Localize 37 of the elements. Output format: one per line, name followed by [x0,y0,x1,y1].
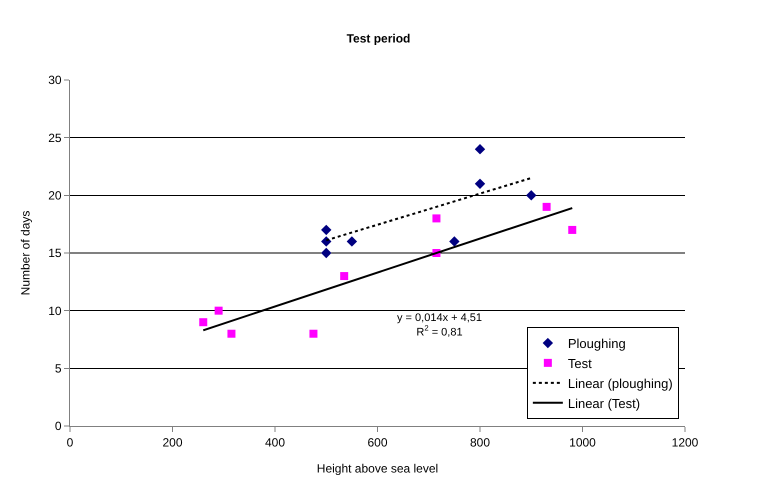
point [214,306,223,315]
x-tick-label: 0 [66,435,74,450]
point [340,272,348,280]
y-axis-title: Number of days [18,210,33,296]
y-tick-label: 10 [48,304,62,318]
x-tick-label: 400 [264,435,286,450]
x-tick-label: 1200 [672,435,699,450]
y-tick-label: 25 [48,130,62,145]
x-tick-label: 600 [367,435,388,450]
point [432,214,440,222]
point [321,248,332,258]
x-axis-title: Height above sea level [316,461,438,476]
y-tick-label: 30 [48,73,62,88]
x-tick-label: 800 [470,435,490,450]
point [526,190,536,201]
annotation: y = 0,014x + 4,51 R$^{2}$ = 0,81 [397,312,482,338]
y-tick-label: 15 [48,246,62,260]
y-tick-label: 20 [48,188,62,203]
y-tick-label: 0 [54,419,62,434]
legend-label: Ploughing [568,336,626,352]
point [321,224,332,236]
point [474,144,486,154]
point [542,202,551,211]
x-tick-label: 200 [162,435,183,450]
x-tick-label: 1000 [569,435,596,450]
point [199,318,208,326]
chart-title: Test period [346,32,410,46]
y-tick-label: 5 [54,362,62,376]
point [346,236,358,247]
point [227,330,236,338]
point [309,330,318,338]
legend-label: Linear (ploughing) [568,376,673,391]
point [568,226,576,234]
point [449,236,460,247]
legend-label: Linear (Test) [568,396,640,411]
legend-label: Test [568,356,592,371]
point [474,178,486,189]
